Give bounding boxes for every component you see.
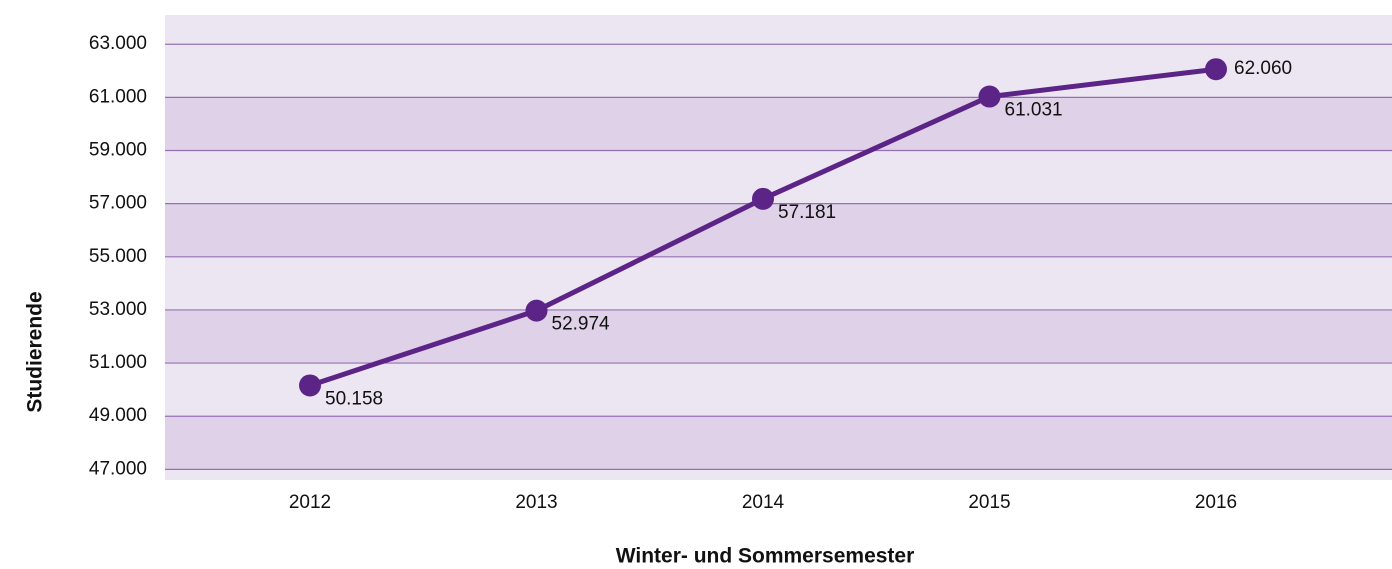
y-tick-label: 59.000 xyxy=(89,140,147,161)
x-tick-label: 2014 xyxy=(742,492,785,513)
y-tick-label: 57.000 xyxy=(89,193,147,214)
band xyxy=(165,309,1392,364)
point xyxy=(1205,58,1227,81)
y-tick-label: 63.000 xyxy=(89,33,147,54)
point xyxy=(525,299,548,322)
point xyxy=(299,374,321,397)
y-tick-label: 51.000 xyxy=(89,352,147,373)
point xyxy=(978,85,1001,108)
y-axis-title: Studierende xyxy=(24,291,47,412)
x-tick-label: 2016 xyxy=(1195,492,1237,513)
y-tick-label: 61.000 xyxy=(89,86,147,107)
band xyxy=(165,416,1392,470)
band xyxy=(165,203,1392,257)
data-label: 50.158 xyxy=(325,388,383,409)
x-tick-label: 2012 xyxy=(289,492,331,513)
x-tick-label: 2013 xyxy=(515,492,557,513)
data-label: 52.974 xyxy=(552,314,611,335)
x-axis-title: Winter- und Sommersemester xyxy=(616,545,915,568)
data-label: 61.031 xyxy=(1005,100,1063,121)
y-tick-label: 47.000 xyxy=(89,458,147,479)
x-tick-label: 2015 xyxy=(968,492,1010,513)
y-tick-label: 49.000 xyxy=(89,405,147,426)
y-tick-label: 53.000 xyxy=(89,299,147,320)
band xyxy=(165,97,1392,151)
data-label: 57.181 xyxy=(778,202,836,223)
y-tick-label: 55.000 xyxy=(89,246,147,267)
data-label: 62.060 xyxy=(1234,58,1292,79)
point xyxy=(752,187,774,210)
